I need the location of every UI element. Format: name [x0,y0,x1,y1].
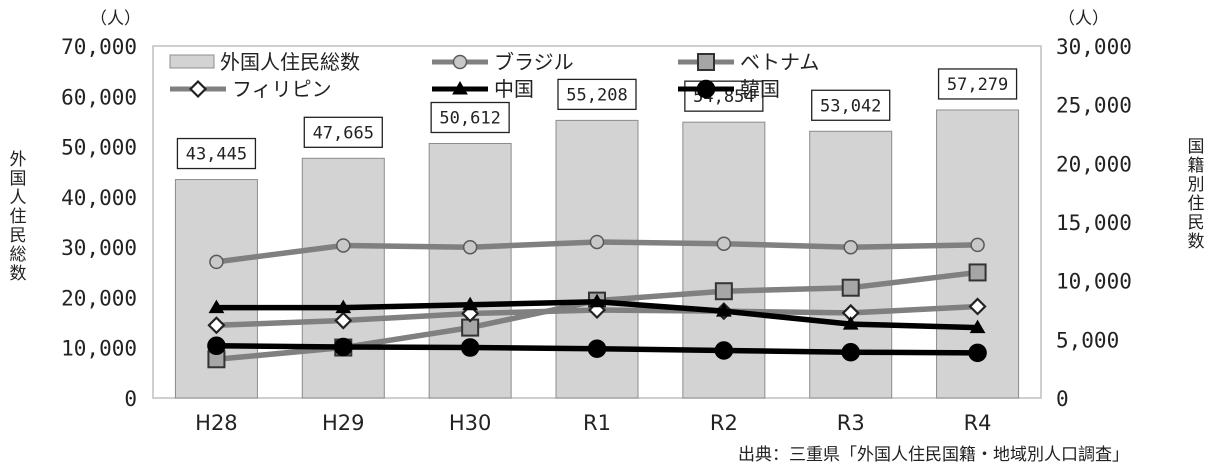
series-1-point-4 [714,282,733,301]
x-tick-H30: H30 [449,411,492,435]
series-3-point-3 [589,293,605,308]
left-tick-0: 0 [124,387,137,411]
legend-marker-2 [697,53,715,71]
x-tick-H29: H29 [322,411,365,435]
legend-label-0: 外国人住民総数 [220,50,360,74]
x-tick-R1: R1 [583,411,611,435]
series-2-point-0 [207,316,226,335]
right-tick-4: 20,000 [1056,152,1132,176]
series-3-point-1 [335,299,352,314]
legend-item-0: 外国人住民総数 [169,50,360,74]
left-tick-3: 30,000 [61,236,137,260]
legend-label-4: 中国 [494,77,534,101]
legend-marker-1 [452,54,468,70]
series-0-point-6 [970,237,985,253]
legend-label-2: ベトナム [740,50,819,74]
legend-item-4: 中国 [432,77,534,101]
series-0 [209,234,985,270]
left-axis-label: 外国人住民総数 [10,150,27,284]
data-label-box-0 [176,137,257,170]
series-4-point-1 [334,337,353,357]
series-4 [207,336,987,363]
series-4-point-4 [714,341,734,360]
series-4-point-5 [841,342,860,362]
legend-swatch-0 [169,54,215,69]
x-tick-H28: H28 [195,411,238,435]
legend-item-2: ベトナム [678,50,819,74]
left-tick-6: 60,000 [61,85,137,109]
legend-item-3: フィリピン [170,77,332,101]
legend-label-3: フィリピン [232,77,332,101]
series-3-point-2 [462,296,479,311]
series-3-point-6 [969,319,986,334]
series-4-point-3 [587,339,607,358]
legend-item-1: ブラジル [432,50,574,74]
data-label-box-1 [303,116,383,148]
data-label-6: 57,279 [947,75,1008,95]
source-note: 出典：三重県「外国人住民国籍・地域別人口調査」 [738,445,1129,465]
series-1-point-5 [841,278,860,297]
series-4-point-6 [968,343,987,363]
right-tick-2: 10,000 [1056,270,1132,294]
left-tick-5: 50,000 [61,136,137,160]
right-tick-3: 15,000 [1056,211,1132,235]
data-label-box-6 [937,68,1018,100]
series-4-point-2 [460,338,480,357]
legend-item-5: 韓国 [678,77,780,101]
data-label-2: 50,612 [439,108,500,128]
left-tick-1: 10,000 [61,337,137,361]
x-tick-R3: R3 [837,411,865,435]
series-3-point-0 [208,299,225,314]
series-1-point-6 [968,263,987,282]
series-4-point-0 [207,336,226,356]
left-tick-2: 20,000 [61,286,137,310]
right-tick-5: 25,000 [1056,94,1132,118]
series-2-point-6 [968,297,987,316]
legend-label-5: 韓国 [740,77,780,101]
series-0-point-4 [716,236,732,251]
legend-label-1: ブラジル [494,50,574,74]
right-axis-unit: （人） [1058,9,1109,29]
legend-marker-3 [188,79,208,99]
series-0-point-1 [336,238,351,253]
legend-marker-4 [452,81,468,95]
data-label-box-3 [557,78,637,111]
data-label-3: 55,208 [566,85,627,105]
data-label-box-2 [430,101,510,134]
bar-H30 [428,142,512,399]
right-tick-6: 30,000 [1056,35,1132,59]
series-0-point-3 [589,234,605,250]
series-2-point-1 [334,311,353,330]
data-label-box-5 [811,89,891,121]
left-tick-4: 40,000 [61,186,137,210]
right-tick-1: 5,000 [1056,328,1119,352]
left-tick-7: 70,000 [61,35,137,59]
x-tick-R4: R4 [964,411,992,435]
right-axis-label: 国籍別住民数 [1188,137,1205,252]
bar-H29 [301,157,385,399]
legend-marker-5 [696,79,716,99]
data-label-0: 43,445 [186,145,247,165]
series-3-point-4 [715,303,732,317]
series-0-point-0 [209,254,224,270]
series-3-point-5 [842,316,859,330]
x-tick-R2: R2 [710,411,738,435]
data-label-5: 53,042 [820,96,881,116]
series-0-point-2 [462,239,478,255]
data-label-1: 47,665 [313,123,374,143]
right-tick-0: 0 [1056,387,1069,411]
series-3 [208,293,986,334]
series-0-point-5 [843,239,858,255]
left-axis-unit: （人） [90,9,141,29]
